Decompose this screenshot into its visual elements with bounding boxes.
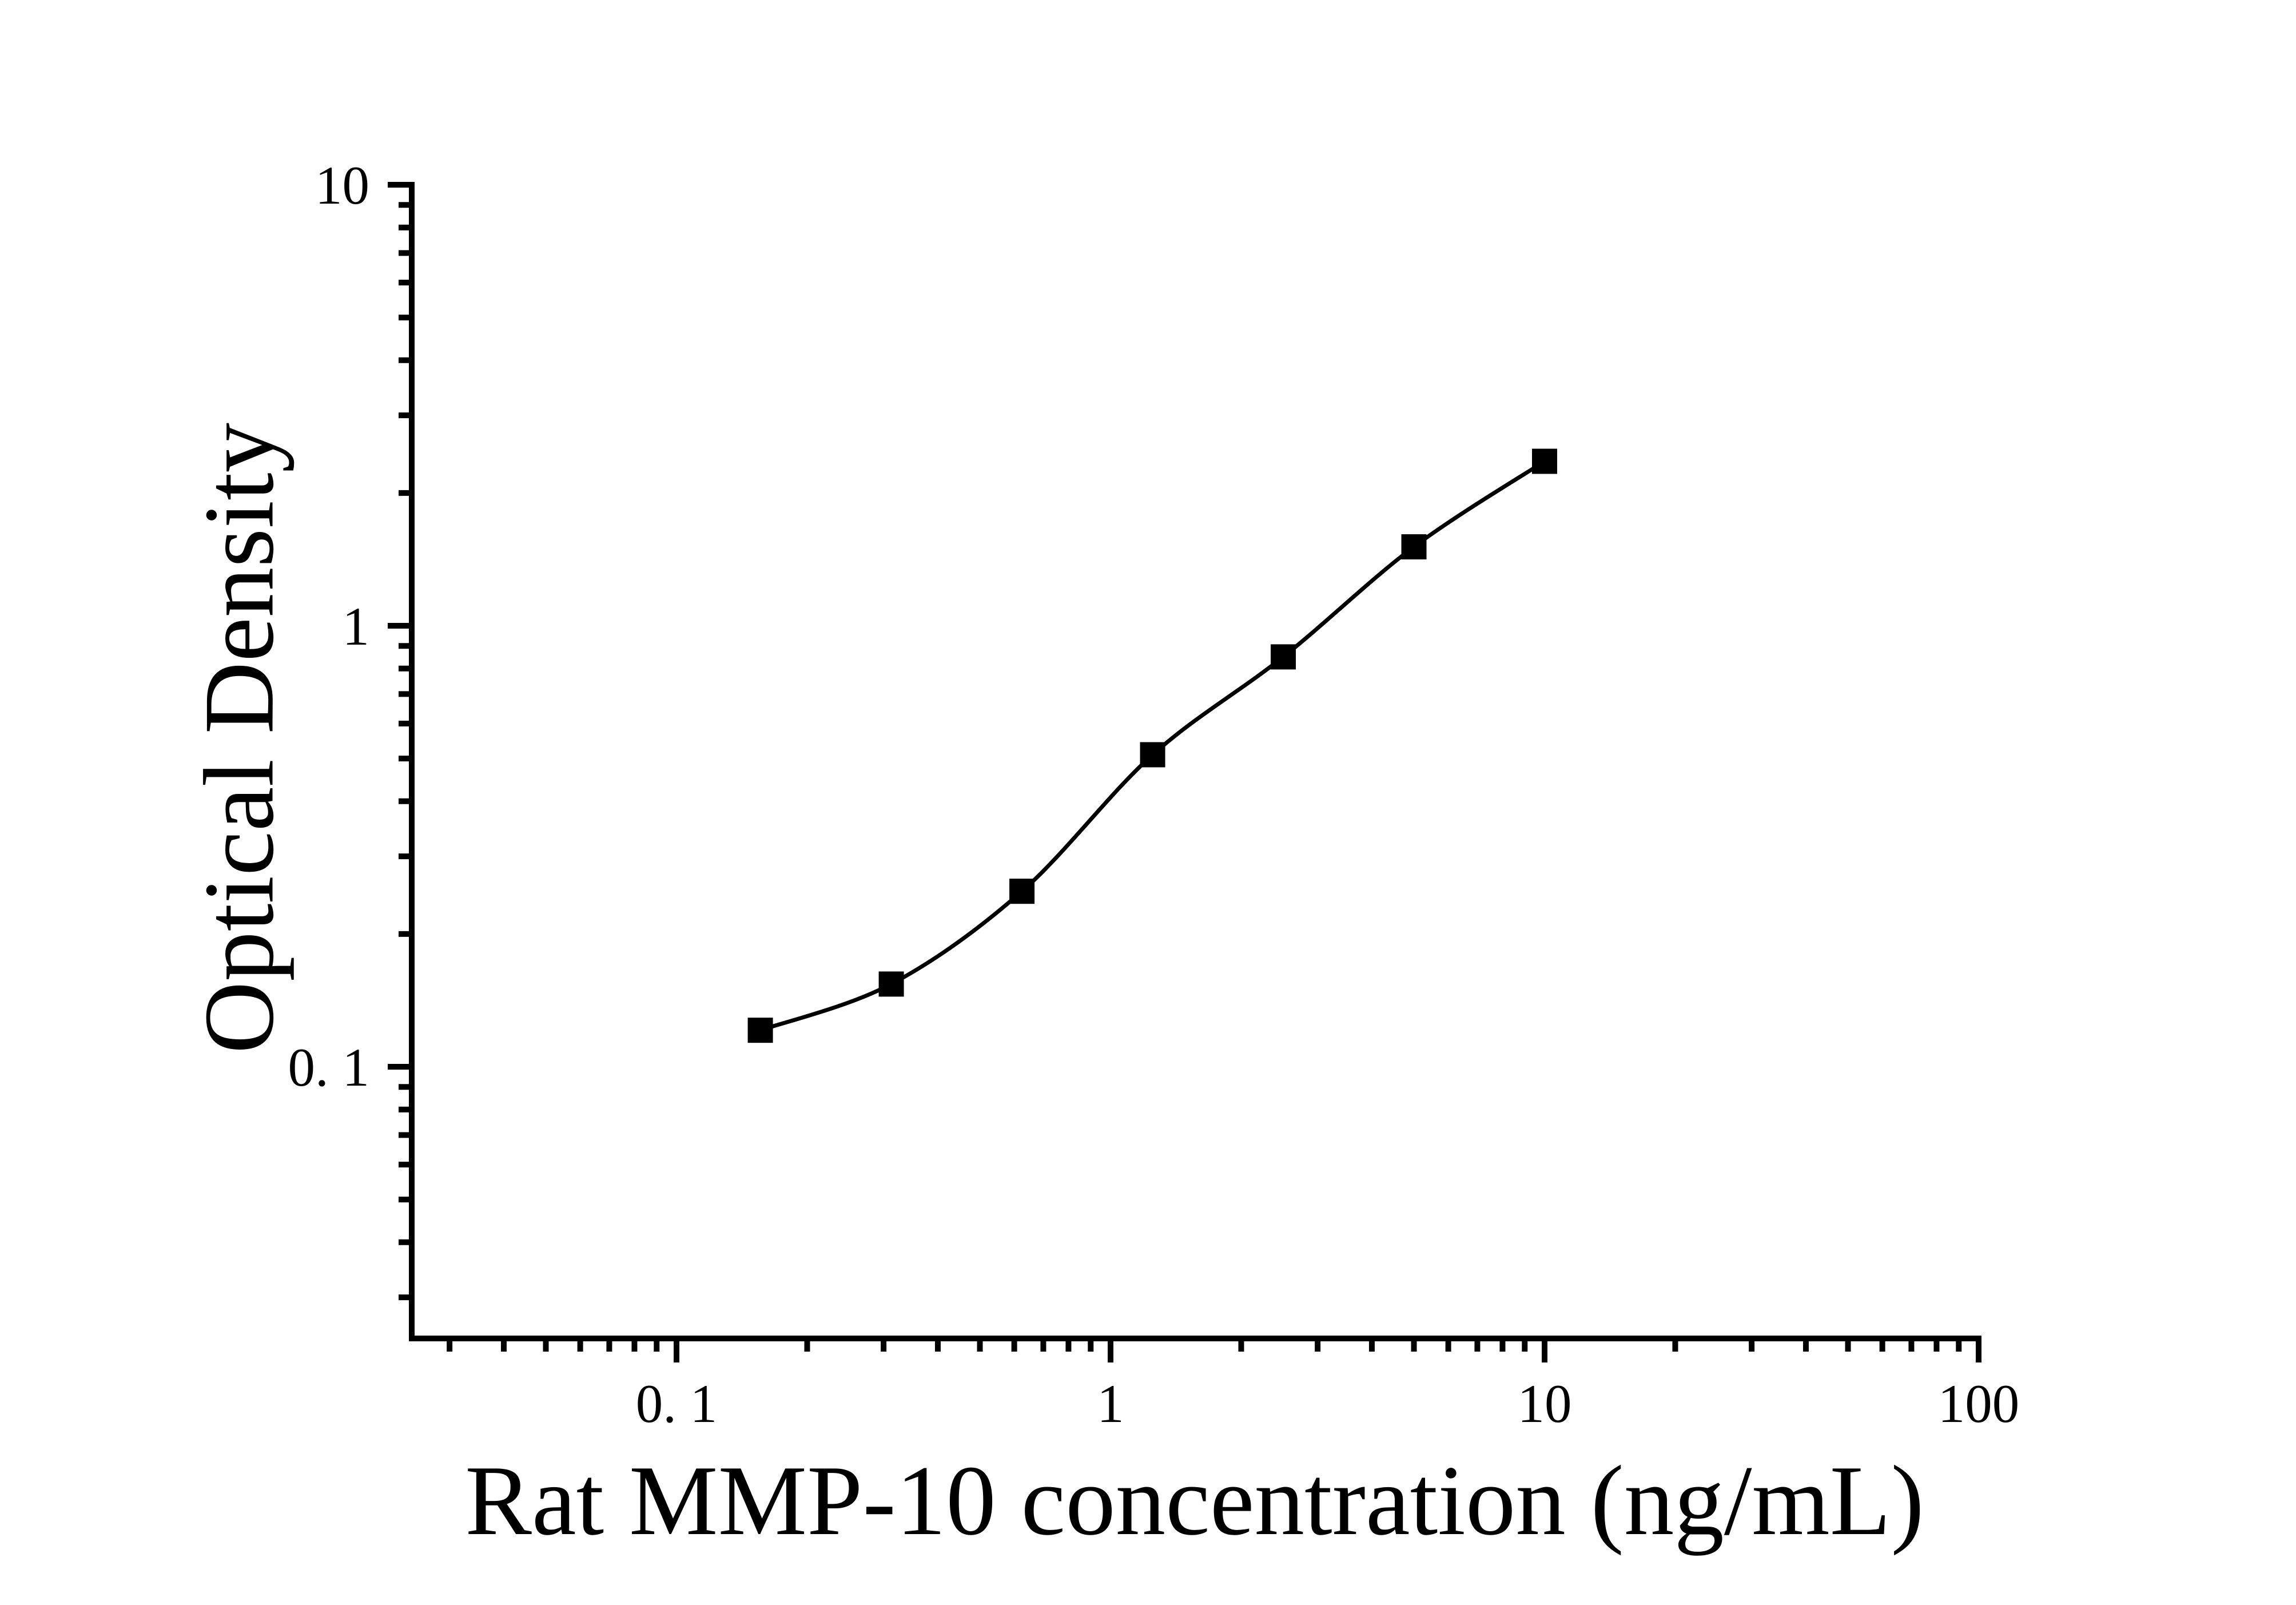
data-point-marker [1532,448,1557,474]
x-tick-label: 10 [1518,1373,1572,1434]
x-tick-label: 100 [1938,1373,2020,1434]
data-point-marker [1401,534,1427,560]
x-tick-label: 1 [1097,1373,1124,1434]
x-tick-label: 0. 1 [636,1373,718,1434]
x-axis-title: Rat MMP-10 concentration (ng/mL) [465,1445,1924,1556]
data-point-marker [878,971,904,997]
y-tick-label: 10 [315,155,369,216]
y-tick-label: 1 [343,596,370,657]
data-point-marker [1271,644,1296,670]
data-point-marker [1009,879,1035,904]
y-axis-title: Optical Density [183,422,295,1054]
data-point-marker [747,1018,773,1043]
data-point-marker [1140,742,1165,768]
y-tick-label: 0. 1 [288,1037,370,1098]
